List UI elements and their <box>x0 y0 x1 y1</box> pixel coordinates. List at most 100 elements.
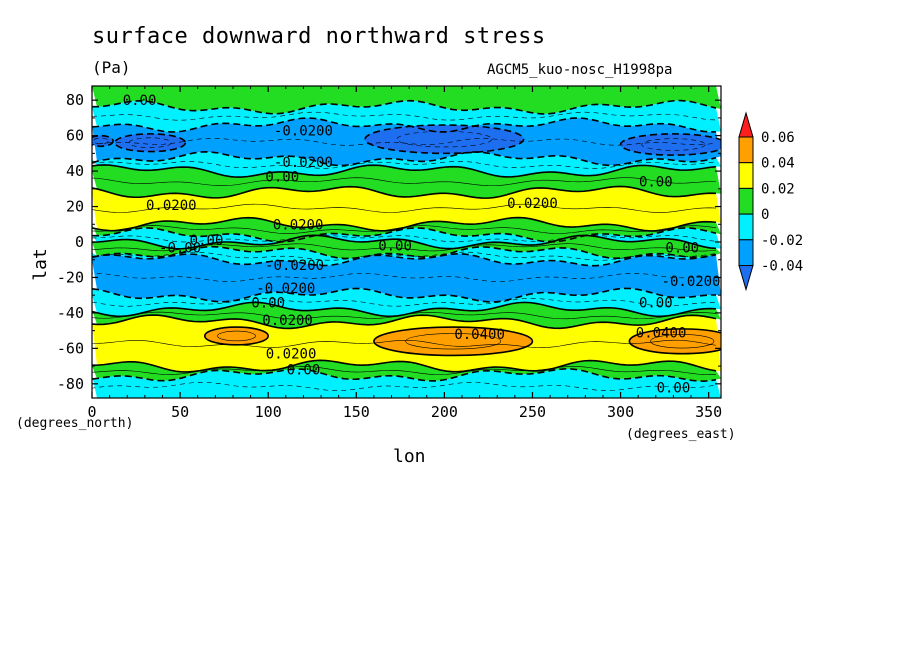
colorbar-segment <box>738 136 754 164</box>
contour-line-minor <box>92 251 717 261</box>
contour-line-minor <box>92 111 717 121</box>
x-units-label: (degrees_east) <box>626 427 736 442</box>
x-axis-title: lon <box>393 446 426 467</box>
contour-line-minor <box>92 311 717 320</box>
contour-line <box>92 164 717 178</box>
contour-line-minor <box>92 137 717 146</box>
contour-line <box>92 151 717 167</box>
contour-line-minor <box>92 177 717 187</box>
contour-extremum <box>114 133 187 153</box>
y-tick-label: 0 <box>75 233 84 251</box>
colorbar-label: 0 <box>761 207 769 223</box>
contour-label: 0.00 <box>657 380 691 396</box>
x-tick-label: 300 <box>607 403 634 421</box>
chart-units: (Pa) <box>92 58 131 77</box>
y-tick-label: 60 <box>66 127 84 145</box>
colorbar-label: -0.04 <box>761 259 803 275</box>
contour-line-minor <box>396 131 493 148</box>
y-tick-label: 20 <box>66 198 84 216</box>
contour-label: 0.0400 <box>636 325 687 341</box>
contour-band <box>92 100 721 132</box>
contour-line-minor <box>92 225 717 234</box>
contour-label: -0.0200 <box>274 155 333 171</box>
contour-label: 0.00 <box>251 295 285 311</box>
contour-label: 0.0200 <box>262 313 313 329</box>
contour-line-minor <box>92 382 717 391</box>
contour-label: 0.00 <box>378 239 412 255</box>
y-tick-label: -60 <box>57 339 84 357</box>
colorbar-label: 0.02 <box>761 181 795 197</box>
x-tick-label: 150 <box>343 403 370 421</box>
contour-extremum <box>373 326 534 357</box>
chart-title: surface downward northward stress <box>92 24 546 49</box>
contour-label: -0.0200 <box>662 274 721 290</box>
colorbar-segment <box>738 162 754 189</box>
contour-line <box>92 99 717 115</box>
contour-extremum <box>619 133 721 156</box>
colorbar-label: 0.04 <box>761 156 795 172</box>
contour-extremum <box>364 124 525 155</box>
contour-line-minor <box>650 334 715 349</box>
contour-label: 0.00 <box>265 169 299 185</box>
y-tick-label: -80 <box>57 375 84 393</box>
y-tick-label: -40 <box>57 304 84 322</box>
axes: 0 50 100 150 200 250 300 350 -80 -60 -40 -20 0 20 40 60… <box>57 86 722 421</box>
contour-line <box>92 368 717 382</box>
contour-line <box>92 287 717 303</box>
contour-line-minor <box>93 137 109 145</box>
contour-line <box>92 359 717 373</box>
contour-line <box>92 185 717 199</box>
y-tick-label: -20 <box>57 268 84 286</box>
contour-line-minor <box>92 297 717 307</box>
contour-extremum <box>203 326 269 346</box>
contour-label: -0.0200 <box>265 258 324 274</box>
x-tick-label: 50 <box>171 403 189 421</box>
contour-label: 0.00 <box>190 233 224 249</box>
contour-line <box>92 253 717 267</box>
contour-label: -0.0200 <box>274 123 333 139</box>
contour-line-minor <box>92 161 717 169</box>
contour-line-minor <box>405 333 502 350</box>
colorbar-segment <box>738 213 754 241</box>
y-tick-label: 40 <box>66 162 84 180</box>
contour-label: 0.0200 <box>146 198 197 214</box>
model-name: AGCM5_kuo-nosc_H1998pa <box>487 62 673 78</box>
contour-band <box>92 253 721 302</box>
contour-line-minor <box>128 137 172 148</box>
contour-label: 0.00 <box>287 363 321 379</box>
contour-label: 0.0400 <box>454 327 505 343</box>
x-tick-label: 350 <box>695 403 722 421</box>
contour-line-minor <box>92 339 717 348</box>
contour-line <box>92 314 717 330</box>
contour-band <box>92 302 721 329</box>
contour-band <box>92 86 721 114</box>
contour-label: 0.00 <box>665 240 699 256</box>
contour-band <box>92 186 721 232</box>
contour-line-minor <box>92 243 717 252</box>
colorbar-label: -0.02 <box>761 233 803 249</box>
contour-line <box>92 227 717 243</box>
contour-line-minor <box>641 138 706 151</box>
x-tick-label: 250 <box>519 403 546 421</box>
contour-line-minor <box>92 203 717 213</box>
x-tick-label: 100 <box>255 403 282 421</box>
y-units-label: (degrees_north) <box>16 416 134 431</box>
contour-line-minor <box>92 366 717 375</box>
contour-label: 0.0200 <box>507 196 558 212</box>
contour-line-minor <box>92 234 717 243</box>
contour-line-minor <box>92 272 717 282</box>
contour-label: -0.0200 <box>256 281 315 297</box>
contour-line-minor <box>217 330 256 342</box>
contour-label: 0.00 <box>123 93 157 109</box>
contour-lines <box>92 99 717 391</box>
colorbar-max-arrow <box>738 111 754 138</box>
colorbar-min-arrow <box>738 265 754 292</box>
colorbar-label: 0.06 <box>761 130 795 146</box>
contour-line <box>92 216 717 232</box>
y-tick-label: 80 <box>66 91 84 109</box>
contour-label: 0.0200 <box>273 217 324 233</box>
contour-label: 0.00 <box>639 295 673 311</box>
contour-label: 0.0200 <box>266 347 317 363</box>
